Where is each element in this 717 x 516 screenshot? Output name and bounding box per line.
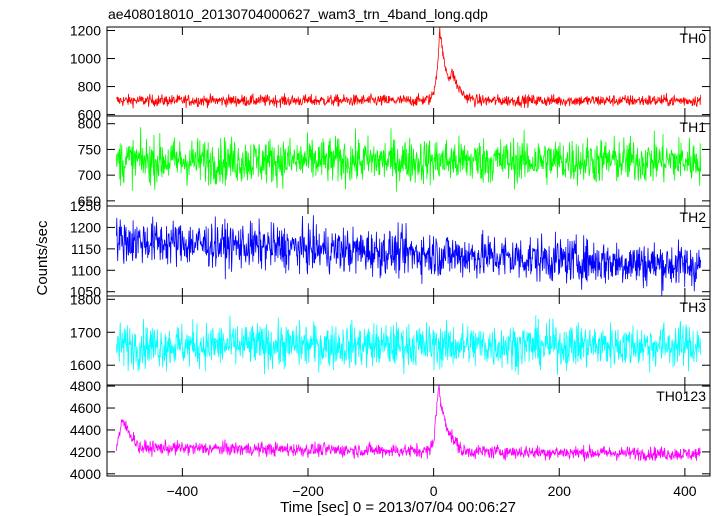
y-tick-label: 600 — [78, 107, 102, 123]
y-tick-label: 700 — [78, 167, 102, 183]
y-tick-label: 800 — [78, 79, 102, 95]
y-tick-label: 4200 — [70, 444, 101, 460]
panel-th2: 1050 1100 1150 1200 1250 TH2 — [70, 198, 711, 300]
series-th0 — [116, 27, 701, 109]
y-axis-label: Counts/sec — [34, 220, 51, 296]
y-tick-label: 1200 — [70, 23, 101, 39]
y-tick-label: 1800 — [70, 291, 101, 307]
x-tick-label: 0 — [430, 483, 438, 499]
x-axis-label: Time [sec] 0 = 2013/07/04 00:06:27 — [280, 499, 516, 516]
panel-th0123: 4000 4200 4400 4600 4800 TH0123 — [70, 378, 711, 482]
y-tick-label: 800 — [78, 116, 102, 132]
y-tick-label: 1600 — [70, 357, 101, 373]
y-tick-label: 4600 — [70, 400, 101, 416]
panel-th0: 600 800 1000 1200 TH0 — [70, 23, 711, 123]
y-tick-label: 1000 — [70, 51, 101, 67]
panel-th3: 1600 1700 1800 TH3 — [70, 291, 711, 386]
series-th3 — [116, 315, 701, 376]
series-th2 — [116, 215, 701, 296]
y-tick-label: 1700 — [70, 324, 101, 340]
panel-th1: 650 700 750 800 TH1 — [78, 115, 711, 209]
y-tick-label: 4400 — [70, 422, 101, 438]
y-tick-label: 750 — [78, 141, 102, 157]
x-tick-label: 200 — [548, 483, 572, 499]
y-tick-label: 1250 — [70, 198, 101, 214]
series-th0123 — [116, 385, 701, 462]
y-tick-label: 1100 — [71, 262, 101, 278]
x-tick-label: 400 — [673, 483, 697, 499]
panel-label: TH0123 — [656, 388, 706, 404]
series-th1 — [116, 127, 701, 192]
y-tick-label: 650 — [78, 193, 102, 209]
chart-title: ae408018010_20130704000627_wam3_trn_4ban… — [108, 6, 488, 22]
panel-frame — [106, 384, 711, 477]
panel-label: TH2 — [680, 209, 707, 225]
y-tick-label: 4800 — [70, 378, 101, 394]
panel-label: TH1 — [680, 119, 707, 135]
y-tick-label: 1150 — [71, 241, 101, 257]
x-tick-label: −400 — [167, 483, 199, 499]
panel-label: TH0 — [680, 30, 707, 46]
y-tick-label: 1050 — [70, 284, 101, 300]
panel-label: TH3 — [680, 299, 707, 315]
x-tick-label: −200 — [292, 483, 324, 499]
y-tick-label: 1200 — [70, 219, 101, 235]
y-tick-label: 4000 — [70, 466, 101, 482]
